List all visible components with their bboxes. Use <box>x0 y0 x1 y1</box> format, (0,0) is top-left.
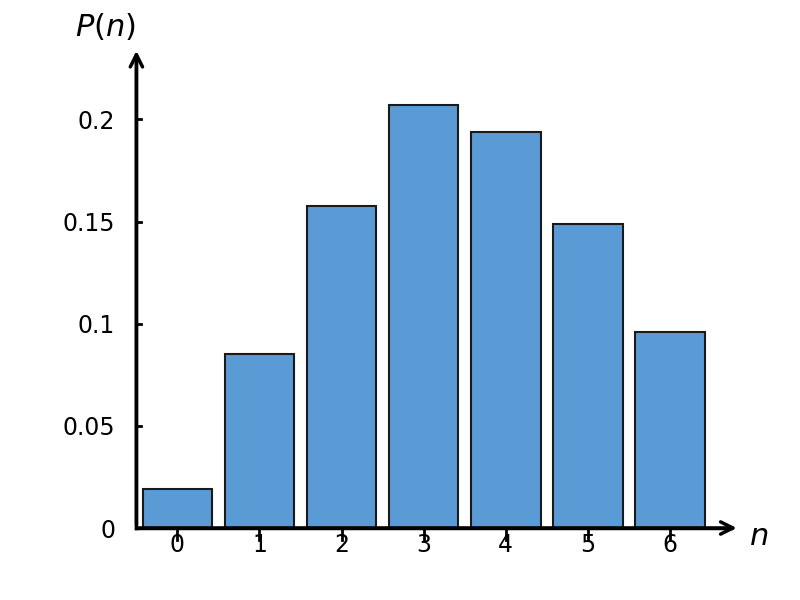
Bar <box>553 224 622 528</box>
Text: $\mathit{n}$: $\mathit{n}$ <box>750 521 769 551</box>
Bar <box>470 132 541 528</box>
Text: $\mathit{P}(\mathit{n})$: $\mathit{P}(\mathit{n})$ <box>74 12 136 43</box>
Bar <box>142 489 212 528</box>
Bar <box>225 355 294 528</box>
Bar <box>389 105 458 528</box>
Bar <box>306 206 377 528</box>
Bar <box>635 332 705 528</box>
